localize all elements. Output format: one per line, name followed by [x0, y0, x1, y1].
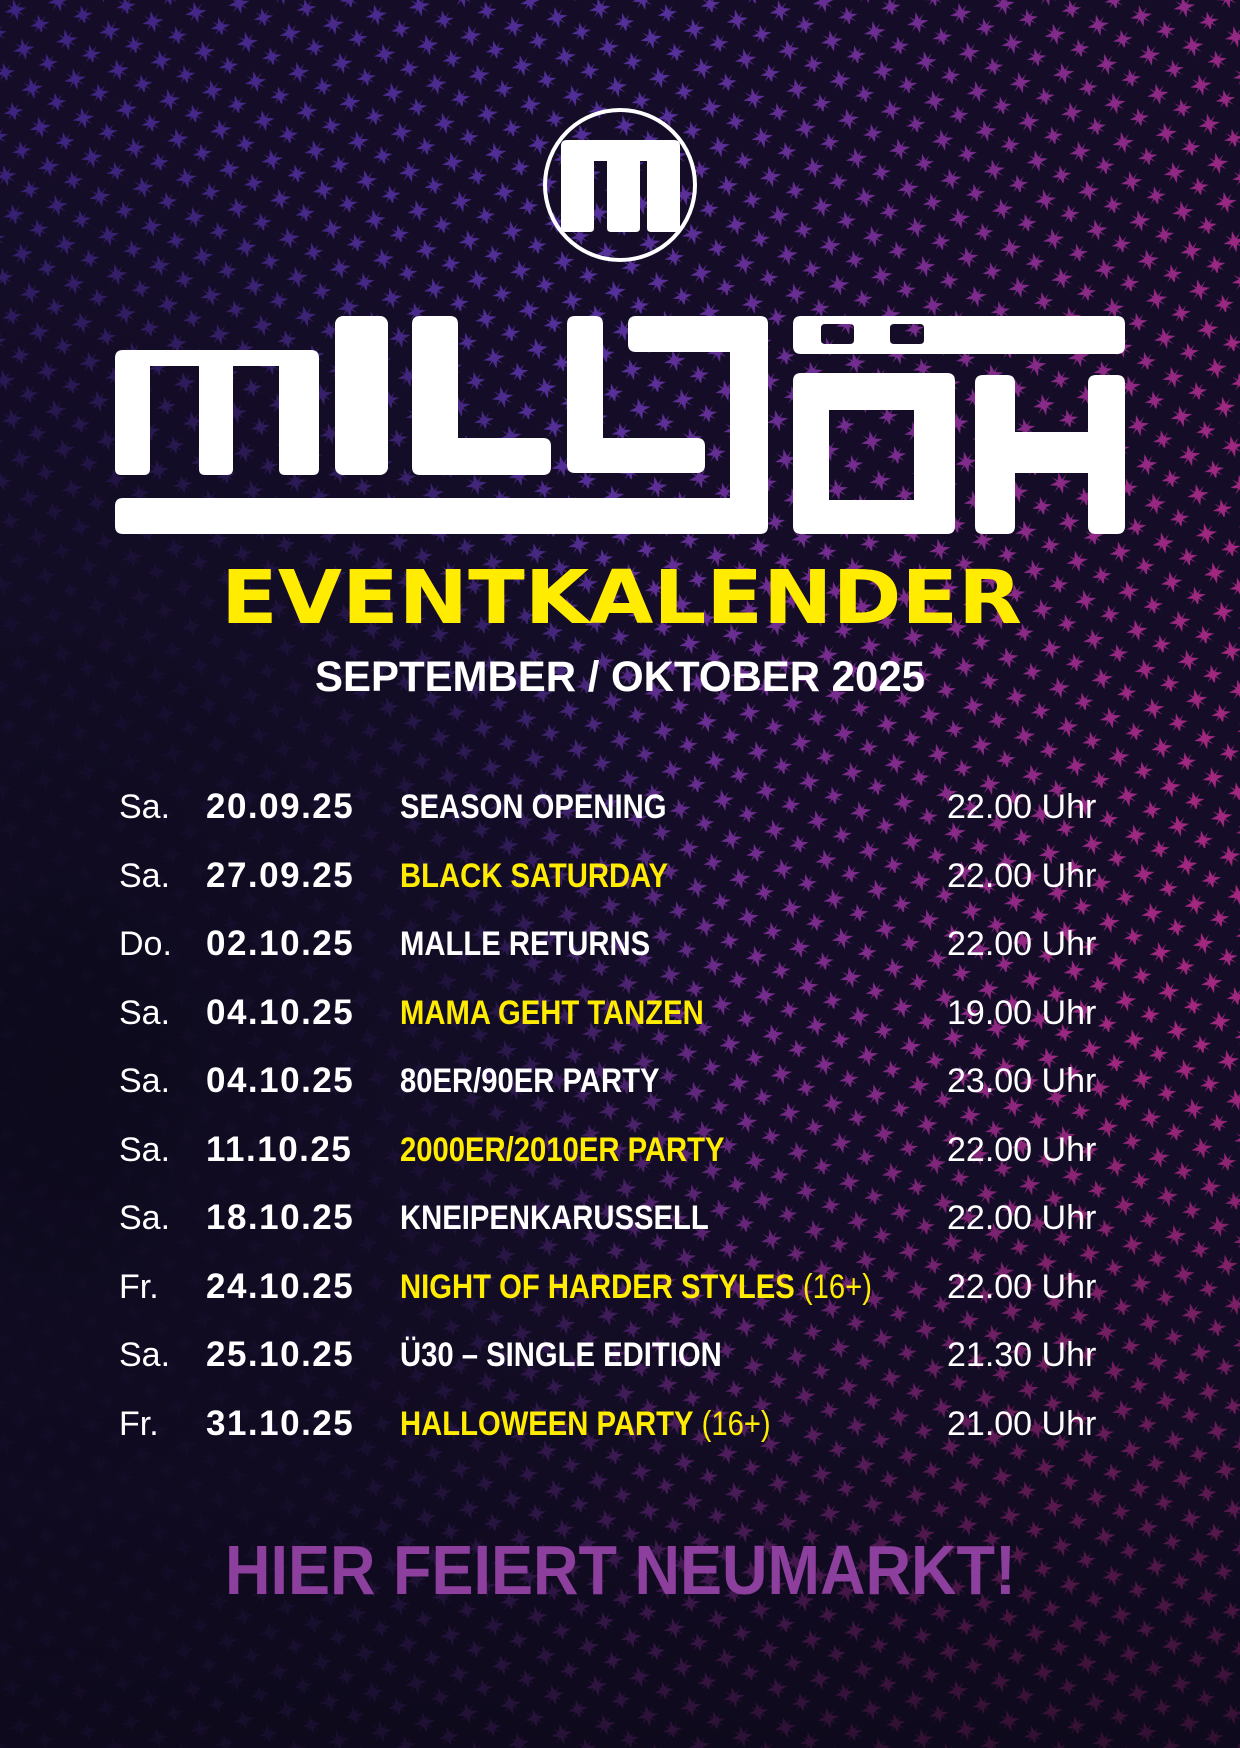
event-time: 22.00 Uhr	[947, 856, 1097, 895]
event-date: 18.10.25	[206, 1198, 355, 1237]
event-time: 19.00 Uhr	[947, 993, 1097, 1032]
event-title: BLACK SATURDAY	[400, 856, 669, 895]
page-subtitle: SEPTEMBER / OKTOBER 2025	[315, 653, 925, 700]
event-row: Sa. 18.10.25 KNEIPENKARUSSELL 22.00 Uhr	[0, 1193, 1240, 1243]
event-row: Sa. 27.09.25 BLACK SATURDAY 22.00 Uhr	[0, 851, 1240, 901]
event-name: MAMA GEHT TANZEN	[400, 988, 704, 1038]
event-title: NIGHT OF HARDER STYLES	[400, 1267, 795, 1306]
event-date: 02.10.25	[206, 924, 355, 963]
event-date: 27.09.25	[206, 855, 355, 895]
slogan-text: HIER FEIERT NEUMARKT!	[224, 1531, 1016, 1609]
event-title: SEASON OPENING	[400, 788, 667, 826]
event-row: Sa. 25.10.25 Ü30 – SINGLE EDITION 21.30 Uhr	[0, 1330, 1240, 1380]
event-name: 80ER/90ER PARTY	[400, 1056, 659, 1106]
event-name: BLACK SATURDAY	[400, 851, 668, 901]
event-title: Ü30 – SINGLE EDITION	[400, 1336, 722, 1374]
event-name: KNEIPENKARUSSELL	[400, 1193, 709, 1243]
event-date: 31.10.25	[206, 1403, 355, 1443]
event-name: Ü30 – SINGLE EDITION	[400, 1330, 722, 1380]
event-row: Fr. 31.10.25 HALLOWEEN PARTY (16+) 21.00 Uh…	[0, 1399, 1240, 1449]
event-title: MALLE RETURNS	[400, 925, 651, 963]
event-name: 2000ER/2010ER PARTY	[400, 1125, 725, 1175]
event-title: 2000ER/2010ER PARTY	[400, 1130, 725, 1169]
event-date: 04.10.25	[206, 992, 355, 1032]
event-day: Sa.	[119, 1130, 171, 1169]
event-time: 23.00 Uhr	[947, 1062, 1097, 1100]
event-day: Sa.	[119, 993, 171, 1032]
event-time: 22.00 Uhr	[947, 1130, 1097, 1169]
event-name: SEASON OPENING	[400, 782, 666, 832]
wordmark-milljoeh	[115, 316, 1125, 534]
event-row: Sa. 11.10.25 2000ER/2010ER PARTY 22.00 Uhr	[0, 1125, 1240, 1175]
event-time: 21.30 Uhr	[947, 1336, 1097, 1374]
header: EVENTKALENDER SEPTEMBER / OKTOBER 2025	[221, 560, 1022, 700]
event-date: 11.10.25	[206, 1129, 353, 1169]
event-date: 25.10.25	[206, 1335, 355, 1374]
event-time: 22.00 Uhr	[947, 1267, 1097, 1306]
event-day: Fr.	[119, 1404, 159, 1443]
footer-slogan: HIER FEIERT NEUMARKT!	[0, 1530, 1240, 1610]
event-time: 21.00 Uhr	[947, 1404, 1097, 1443]
event-title: HALLOWEEN PARTY	[400, 1404, 694, 1443]
event-title: 80ER/90ER PARTY	[400, 1062, 660, 1100]
event-row: Sa. 20.09.25 SEASON OPENING 22.00 Uhr	[0, 782, 1240, 832]
event-row: Do. 02.10.25 MALLE RETURNS 22.00 Uhr	[0, 919, 1240, 969]
page-title: EVENTKALENDER	[221, 560, 1022, 641]
event-day: Sa.	[119, 788, 171, 826]
event-time: 22.00 Uhr	[947, 925, 1097, 963]
event-day: Sa.	[119, 1199, 171, 1237]
event-time: 22.00 Uhr	[947, 1199, 1097, 1237]
event-row: Sa. 04.10.25 MAMA GEHT TANZEN 19.00 Uhr	[0, 988, 1240, 1038]
event-row: Fr. 24.10.25 NIGHT OF HARDER STYLES (16+) 2…	[0, 1262, 1240, 1312]
emblem-m-logo	[543, 108, 697, 262]
milljoeh-logo	[115, 108, 1125, 534]
event-name: NIGHT OF HARDER STYLES (16+)	[400, 1262, 872, 1312]
event-age-limit: (16+)	[794, 1267, 872, 1306]
event-day: Do.	[119, 925, 172, 963]
event-title: MAMA GEHT TANZEN	[400, 993, 704, 1032]
event-day: Sa.	[119, 1062, 171, 1100]
event-date: 24.10.25	[206, 1266, 355, 1306]
event-date: 20.09.25	[206, 787, 355, 826]
event-day: Sa.	[119, 1336, 171, 1374]
event-day: Sa.	[119, 856, 171, 895]
event-name: MALLE RETURNS	[400, 919, 650, 969]
event-title: KNEIPENKARUSSELL	[400, 1199, 709, 1237]
event-row: Sa. 04.10.25 80ER/90ER PARTY 23.00 Uhr	[0, 1056, 1240, 1106]
event-time: 22.00 Uhr	[947, 788, 1097, 826]
event-age-limit: (16+)	[693, 1404, 771, 1443]
event-day: Fr.	[119, 1267, 159, 1306]
event-date: 04.10.25	[206, 1061, 355, 1100]
event-name: HALLOWEEN PARTY (16+)	[400, 1399, 771, 1449]
